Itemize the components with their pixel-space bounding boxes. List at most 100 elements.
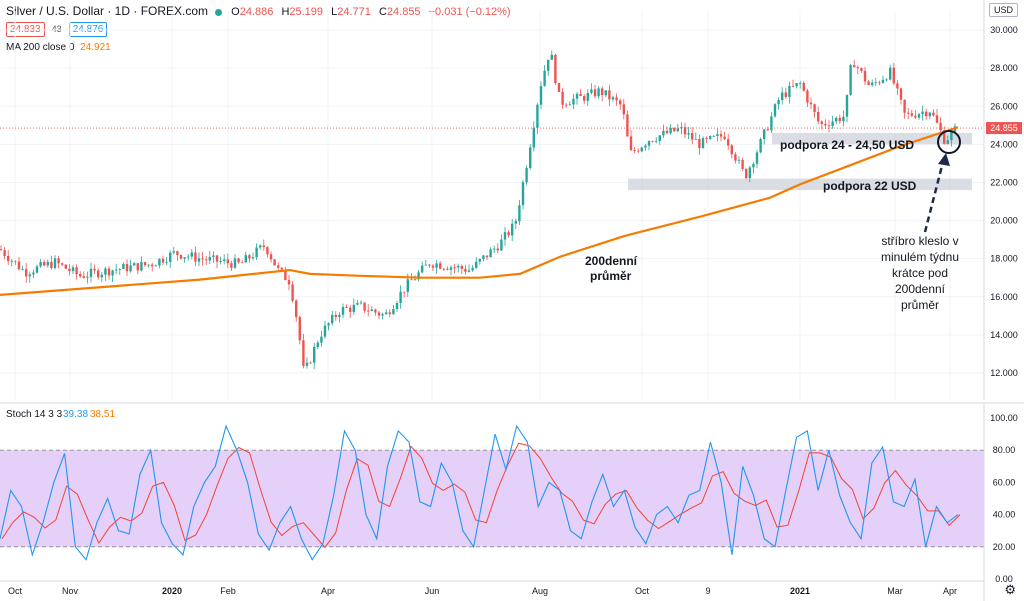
candle-body	[493, 248, 496, 250]
candle-body	[28, 274, 31, 277]
candle-body	[79, 274, 82, 277]
candle-body	[791, 85, 795, 87]
ma-legend[interactable]: MA 200 close 0 24.921	[6, 42, 111, 53]
candle-body	[82, 276, 85, 278]
candle-body	[424, 264, 427, 266]
stoch-band	[0, 450, 984, 547]
settings-gear-icon[interactable]: ⚙	[1004, 582, 1016, 597]
candle-body	[435, 263, 438, 268]
candle-body	[467, 270, 471, 272]
ma-label-line1: 200denní	[585, 254, 638, 268]
candle-body	[518, 205, 521, 222]
candle-body	[169, 252, 172, 262]
candle-body	[665, 130, 669, 134]
candle-body	[608, 90, 611, 100]
candle-body	[269, 254, 273, 260]
candle-body	[233, 258, 237, 268]
candle-body	[622, 104, 625, 115]
candle-body	[417, 272, 420, 280]
candle-body	[10, 260, 13, 262]
candle-body	[737, 159, 741, 161]
candle-body	[255, 247, 258, 258]
candle-body	[849, 65, 852, 95]
last-price-tag: 24.855	[990, 123, 1018, 133]
candle-body	[860, 68, 863, 71]
ma-label-line2: průměr	[590, 269, 632, 283]
candle-body	[683, 127, 687, 135]
candle-body	[352, 304, 355, 312]
candle-body	[903, 99, 906, 113]
candle-body	[165, 261, 168, 263]
price-tick-label: 28.000	[990, 63, 1018, 73]
bid-box[interactable]: 24.833	[6, 22, 45, 37]
candle-body	[460, 266, 463, 269]
price-chart[interactable]: 12.000 14.000 16.000 18.000 20.000 22.000 24.0…	[0, 0, 1024, 400]
candle-body	[32, 272, 35, 275]
candle-body	[694, 138, 697, 140]
candle-body	[179, 254, 183, 259]
candle-body	[878, 82, 881, 84]
candle-body	[129, 265, 132, 272]
stoch-axis: 0.00 20.00 40.00 60.00 80.00 100.00	[983, 403, 1018, 601]
candle-body	[874, 82, 877, 84]
candle-body	[53, 258, 57, 269]
candle-body	[125, 264, 129, 272]
candle-body	[820, 121, 823, 124]
stoch-label: Stoch 14 3 3	[6, 409, 63, 420]
candle-body	[302, 340, 305, 366]
time-tick-label: Mar	[887, 586, 903, 596]
candle-body	[93, 268, 96, 271]
candle-body	[565, 104, 568, 106]
time-tick-label: 2021	[790, 586, 810, 596]
time-tick-label: Oct	[635, 586, 650, 596]
candle-body	[946, 140, 949, 144]
candle-body	[449, 267, 453, 270]
symbol-title[interactable]: Silver / U.S. Dollar · 1D · FOREX.com	[6, 4, 209, 18]
candle-body	[943, 130, 946, 144]
stoch-chart[interactable]: 0.00 20.00 40.00 60.00 80.00 100.00 Oct Nov 202…	[0, 400, 1024, 601]
stoch-d-line	[1, 442, 961, 549]
candle-body	[921, 111, 924, 115]
candle-body	[305, 362, 309, 366]
candle-body	[597, 88, 600, 97]
candle-body	[97, 270, 100, 278]
candle-body	[593, 89, 597, 97]
candle-body	[237, 258, 240, 263]
candle-body	[691, 133, 694, 140]
candle-body	[619, 100, 622, 105]
candle-body	[658, 135, 661, 141]
price-grid	[0, 0, 985, 400]
candle-body	[374, 309, 377, 313]
candle-body	[561, 91, 564, 105]
candle-body	[115, 269, 118, 271]
candle-body	[147, 264, 150, 266]
candle-body	[14, 260, 17, 262]
candle-body	[719, 134, 723, 137]
time-tick-label: Apr	[943, 586, 957, 596]
currency-badge[interactable]: USD	[988, 3, 1018, 17]
annotation-arrowhead	[938, 153, 950, 166]
candle-body	[241, 262, 244, 264]
candle-body	[377, 312, 381, 316]
candle-body	[521, 182, 525, 206]
ask-box[interactable]: 24.876	[68, 22, 108, 37]
candle-body	[662, 130, 665, 136]
candle-body	[251, 257, 255, 259]
candle-body	[730, 145, 733, 155]
candle-body	[525, 168, 528, 183]
candle-body	[899, 88, 903, 100]
ma-value: 24.921	[80, 42, 111, 53]
candle-body	[914, 115, 917, 118]
candle-body	[187, 256, 190, 258]
candle-body	[151, 264, 154, 267]
candle-body	[244, 255, 247, 263]
candle-body	[503, 232, 507, 240]
candle-body	[176, 251, 179, 255]
candle-body	[86, 276, 89, 278]
candle-body	[554, 54, 557, 83]
note-line: krátce pod	[892, 266, 948, 280]
candle-body	[705, 138, 708, 139]
candle-body	[284, 269, 287, 281]
candle-body	[572, 98, 575, 105]
candle-body	[781, 92, 784, 100]
